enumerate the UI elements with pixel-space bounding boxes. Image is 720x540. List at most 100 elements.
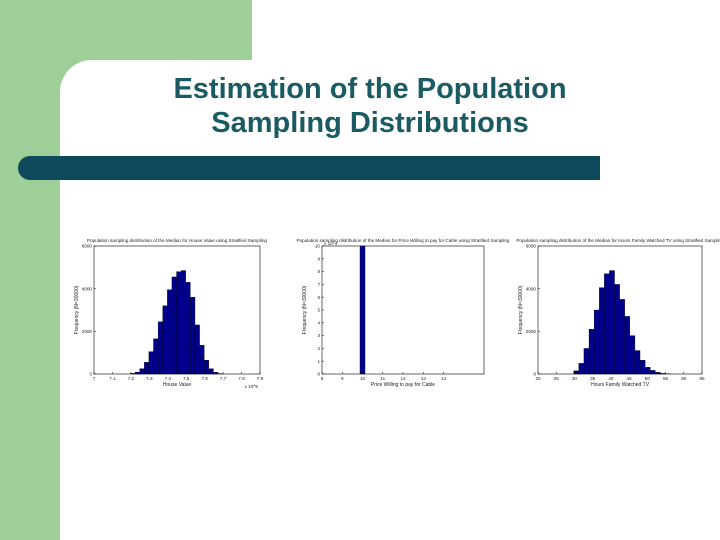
x-tick-label: 45 xyxy=(627,376,633,381)
x-tick-label: 7 xyxy=(93,376,96,381)
x-tick-label: 8 xyxy=(321,376,324,381)
y-axis-label: Frequency (N=30000) xyxy=(302,285,308,334)
bar xyxy=(629,335,636,375)
y-tick-label: 1 xyxy=(317,359,320,364)
title-line-2: Sampling Distributions xyxy=(211,107,529,139)
bar xyxy=(634,350,641,375)
chart-hours-tv: Population sampling distribution of the … xyxy=(516,238,720,388)
x-tick-label: 50 xyxy=(645,376,651,381)
y-tick-label: 3 xyxy=(317,333,320,338)
bar xyxy=(604,273,610,375)
bar xyxy=(639,359,646,375)
y-tick-label: 0 xyxy=(89,372,92,377)
x-tick-label: 35 xyxy=(590,376,596,381)
bar xyxy=(134,371,140,375)
x-tick-label: 7.8 xyxy=(238,376,245,381)
x-tick-label: 40 xyxy=(608,376,614,381)
bar xyxy=(194,324,200,375)
x-tick-label: 12 xyxy=(400,376,406,381)
bar xyxy=(199,345,205,375)
bar xyxy=(153,338,159,375)
y-tick-label: 4 xyxy=(317,320,320,325)
x-tick-label: 14 xyxy=(441,376,447,381)
y-tick-label: 7 xyxy=(317,282,320,287)
bar xyxy=(578,363,585,375)
x-tick-label: 30 xyxy=(572,376,578,381)
title-line-1: Estimation of the Population xyxy=(173,73,567,105)
bar xyxy=(660,373,666,375)
x-tick-label: 10 xyxy=(360,376,366,381)
bar xyxy=(650,370,656,375)
bar xyxy=(144,362,150,375)
bar xyxy=(204,359,209,375)
bar xyxy=(588,329,595,375)
bar xyxy=(655,372,661,375)
bar xyxy=(148,351,154,375)
bar xyxy=(213,372,219,375)
x-tick-label: 60 xyxy=(681,376,687,381)
plot-frame xyxy=(321,245,485,375)
bar xyxy=(190,297,196,375)
slide-title: Estimation of the Population Sampling Di… xyxy=(120,72,620,140)
bar xyxy=(181,270,186,375)
y-tick-label: 2000 xyxy=(82,329,93,334)
y-axis-label: Frequency (N=30000) xyxy=(74,285,80,334)
x-tick-label: 20 xyxy=(535,376,541,381)
bar xyxy=(614,284,620,375)
bar xyxy=(644,367,651,375)
y-tick-label: 4000 xyxy=(526,286,537,291)
x-axis-label: House Value xyxy=(163,382,191,388)
y-tick-label: 2 xyxy=(317,346,320,351)
x-tick-label: 7.1 xyxy=(109,376,116,381)
x-tick-label: 13 xyxy=(421,376,427,381)
bar xyxy=(176,271,182,375)
x-tick-label: 9 xyxy=(341,376,344,381)
bar xyxy=(208,368,214,375)
y-multiplier: x 10^4 xyxy=(324,241,338,246)
y-tick-label: 8 xyxy=(317,269,320,274)
green-left-stripe xyxy=(0,0,60,540)
bar xyxy=(583,348,590,375)
bar xyxy=(609,270,615,375)
chart-price-cable: Population sampling distribution of the … xyxy=(297,238,510,388)
x-multiplier: x 10^5 xyxy=(245,384,259,389)
bar xyxy=(599,287,605,375)
bar xyxy=(162,305,168,375)
x-tick-label: 25 xyxy=(554,376,560,381)
x-tick-label: 7.5 xyxy=(183,376,190,381)
x-tick-label: 7.3 xyxy=(146,376,153,381)
bar xyxy=(157,321,163,375)
chart-title: Population sampling distribution of the … xyxy=(87,238,267,243)
x-tick-label: 55 xyxy=(663,376,669,381)
x-axis-label: Hours Family Watched TV xyxy=(591,382,650,388)
x-tick-label: 65 xyxy=(699,376,705,381)
x-tick-label: 7.4 xyxy=(165,376,172,381)
x-tick-label: 7.9 xyxy=(257,376,264,381)
y-tick-label: 5 xyxy=(317,308,320,313)
bar xyxy=(624,316,630,375)
bar xyxy=(139,368,145,375)
x-tick-label: 7.7 xyxy=(220,376,227,381)
y-axis-label: Frequency (N=30000) xyxy=(518,285,524,334)
chart-house-value: Population sampling distribution of the … xyxy=(74,238,267,389)
y-tick-label: 9 xyxy=(317,256,320,261)
y-tick-label: 6000 xyxy=(526,244,537,249)
bar xyxy=(593,309,600,375)
y-tick-label: 10 xyxy=(315,244,321,249)
y-tick-label: 6000 xyxy=(82,244,93,249)
chart-title: Population sampling distribution of the … xyxy=(516,238,720,243)
bar xyxy=(171,276,177,375)
x-axis-label: Price Willing to pay for Cable xyxy=(371,382,435,388)
bar xyxy=(359,245,366,375)
y-tick-label: 4000 xyxy=(82,286,93,291)
bar xyxy=(167,289,173,375)
bar xyxy=(619,299,625,375)
title-divider-bar xyxy=(18,156,600,180)
x-tick-label: 7.2 xyxy=(128,376,135,381)
y-tick-label: 0 xyxy=(317,372,320,377)
x-tick-label: 7.6 xyxy=(201,376,208,381)
y-tick-label: 2000 xyxy=(526,329,537,334)
chart-title: Population sampling distribution of the … xyxy=(297,238,510,243)
y-tick-label: 0 xyxy=(533,372,536,377)
